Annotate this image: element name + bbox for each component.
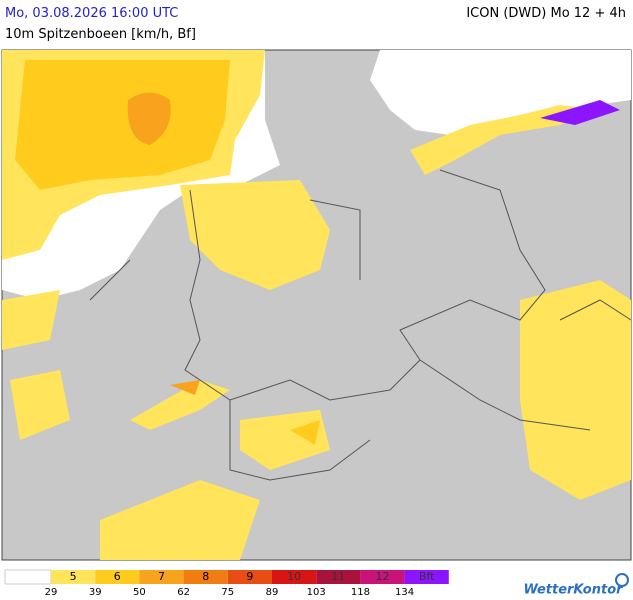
legend-threshold: 62 <box>177 587 190 598</box>
date-title: Mo, 03.08.2026 16:00 UTC <box>5 6 179 21</box>
gust-area <box>410 105 600 175</box>
gust-area <box>2 290 60 350</box>
legend-label: 7 <box>158 570 165 583</box>
border <box>89 169 632 481</box>
legend-threshold: 103 <box>307 587 326 598</box>
legend-box <box>316 570 361 584</box>
gust-area <box>520 280 631 500</box>
legend-label: 5 <box>70 570 77 583</box>
logo: WetterKontor <box>523 583 624 598</box>
legend-label: 10 <box>287 570 301 583</box>
legend-threshold: 118 <box>351 587 370 598</box>
legend-box <box>95 570 140 584</box>
legend-label: 11 <box>331 570 345 583</box>
legend-box <box>4 569 52 585</box>
gust-area <box>290 420 320 445</box>
logo-icon <box>615 573 629 587</box>
legend-threshold: 89 <box>266 587 279 598</box>
legend-box <box>404 570 449 584</box>
legend-box <box>183 570 228 584</box>
legend-label: Bft <box>419 570 435 583</box>
legend-label: 12 <box>376 570 390 583</box>
gust-area <box>540 100 620 125</box>
legend-threshold: 75 <box>221 587 234 598</box>
legend-box <box>139 570 184 584</box>
subtitle: 10m Spitzenboeen [km/h, Bf] <box>5 27 196 42</box>
legend-threshold: 29 <box>45 587 58 598</box>
legend-box <box>360 570 405 584</box>
gust-area <box>130 380 230 430</box>
legend-threshold: 134 <box>395 587 414 598</box>
gust-area <box>127 92 171 145</box>
gust-area <box>10 370 70 440</box>
model-run: ICON (DWD) Mo 12 + 4h <box>466 6 626 21</box>
legend-label: 9 <box>246 570 253 583</box>
legend-label: 8 <box>202 570 209 583</box>
legend-box <box>227 570 272 584</box>
legend-box <box>51 570 96 584</box>
sea <box>370 50 631 135</box>
gust-area <box>15 60 230 190</box>
legend-threshold: 50 <box>133 587 146 598</box>
legend-label: 6 <box>114 570 121 583</box>
gust-area <box>170 380 200 395</box>
legend-threshold: 39 <box>89 587 102 598</box>
gust-area <box>180 180 330 290</box>
gust-area <box>100 480 260 560</box>
legend-box <box>272 570 317 584</box>
